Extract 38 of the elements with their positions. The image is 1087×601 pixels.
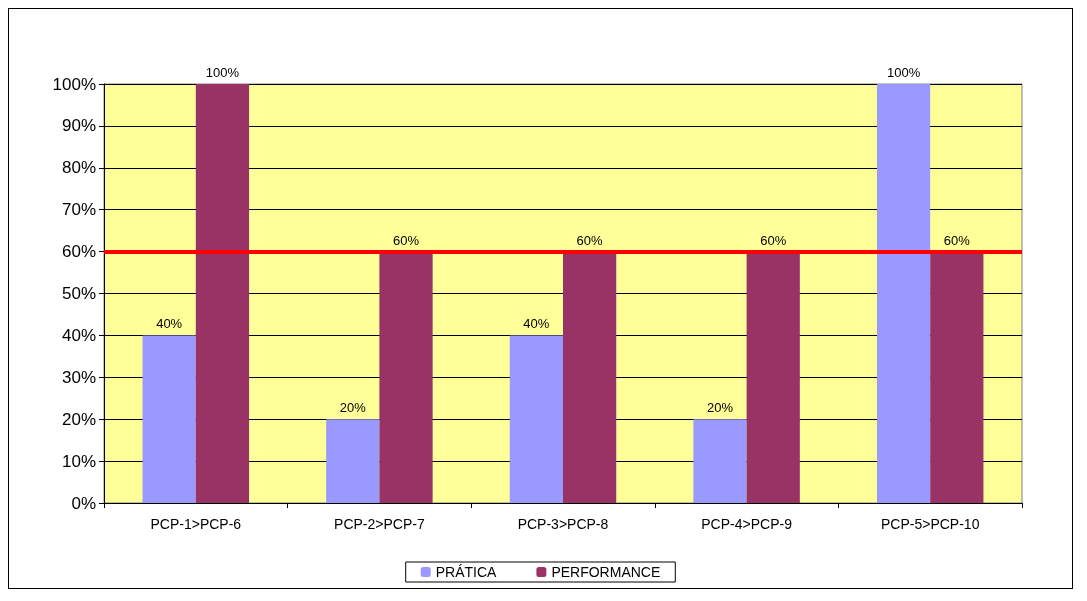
bar [746, 251, 800, 503]
y-tick-label: 70% [61, 200, 96, 220]
y-tick-label: 10% [61, 451, 96, 471]
x-tick-label: PCP-4>PCP-9 [701, 516, 793, 532]
y-tick-label: 20% [61, 409, 96, 429]
bar [379, 251, 433, 503]
y-tick-label: 100% [52, 74, 96, 94]
data-label: 100% [205, 65, 240, 80]
data-label: 60% [943, 232, 971, 248]
data-label: 40% [156, 316, 183, 332]
y-tick-label: 30% [61, 367, 96, 387]
x-tick-label: PCP-1>PCP-6 [150, 516, 242, 532]
x-tick-label: PCP-2>PCP-7 [334, 516, 425, 532]
data-label: 20% [706, 400, 734, 416]
data-label: 60% [576, 232, 604, 248]
bar [326, 419, 380, 503]
data-label: 100% [886, 65, 921, 80]
y-tick-label: 90% [61, 116, 96, 136]
x-tick-label: PCP-5>PCP-10 [880, 516, 980, 532]
bar [142, 335, 196, 503]
bar [876, 84, 931, 503]
legend-label: PRÁTICA [435, 564, 498, 580]
y-tick-label: 80% [61, 158, 96, 178]
bar [930, 251, 984, 503]
data-label: 40% [523, 316, 550, 332]
bar [563, 251, 617, 503]
data-label: 60% [393, 232, 420, 248]
y-tick-label: 40% [61, 325, 96, 345]
bar [195, 84, 250, 503]
y-tick-label: 50% [61, 284, 96, 303]
data-label: 20% [339, 400, 367, 416]
bar [693, 419, 747, 503]
bar [509, 335, 563, 503]
x-tick-label: PCP-3>PCP-8 [517, 516, 609, 532]
legend-label: PERFORMANCE [551, 564, 661, 580]
data-label: 60% [760, 232, 787, 248]
y-tick-label: 60% [61, 242, 96, 262]
y-tick-label: 0% [71, 493, 96, 513]
